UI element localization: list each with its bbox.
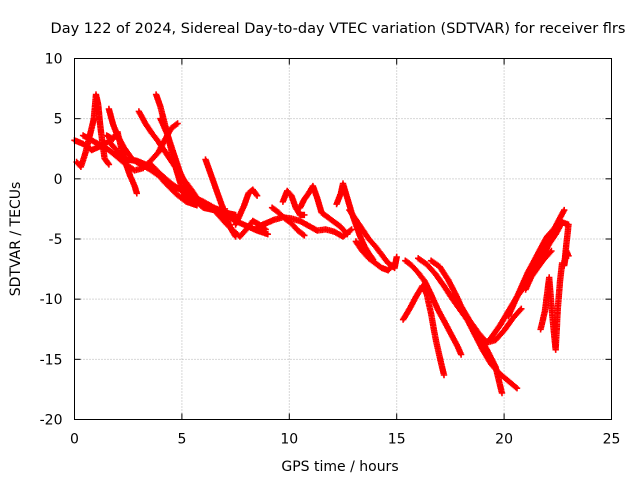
x-tick-label: 10 [280,432,298,448]
data-points [71,91,572,397]
y-tick-label: -15 [40,352,63,368]
grid-lines [74,58,612,420]
series-pass-21 [399,282,448,379]
y-tick-label: 0 [54,172,63,188]
series-pass-22 [402,257,465,358]
x-tick-label: 25 [603,432,621,448]
y-tick-label: 10 [45,52,63,68]
x-tick-label: 20 [495,432,513,448]
x-tick-label: 15 [388,432,406,448]
series-pass-30 [533,219,572,269]
x-tick-label: 5 [177,432,186,448]
chart-title: Day 122 of 2024, Sidereal Day-to-day VTE… [51,21,626,37]
y-axis-label: SDTVAR / TECUs [8,182,24,297]
series-pass-14 [253,214,355,240]
series-pass-13 [232,186,261,228]
y-tick-label: -20 [40,413,63,429]
series-pass-17 [296,182,351,238]
series-pass-20 [352,238,396,274]
series-pass-15 [268,204,308,239]
y-tick-label: 5 [54,112,63,128]
series-pass-16 [279,187,308,219]
series-pass-29 [537,259,566,353]
axis-ticks: 0 5 10 15 20 25 -20 -15 -10 -5 0 5 10 [40,52,621,448]
y-tick-label: -10 [40,292,63,308]
x-axis-label: GPS time / hours [281,459,398,475]
x-tick-label: 0 [70,432,79,448]
y-tick-label: -5 [49,232,63,248]
